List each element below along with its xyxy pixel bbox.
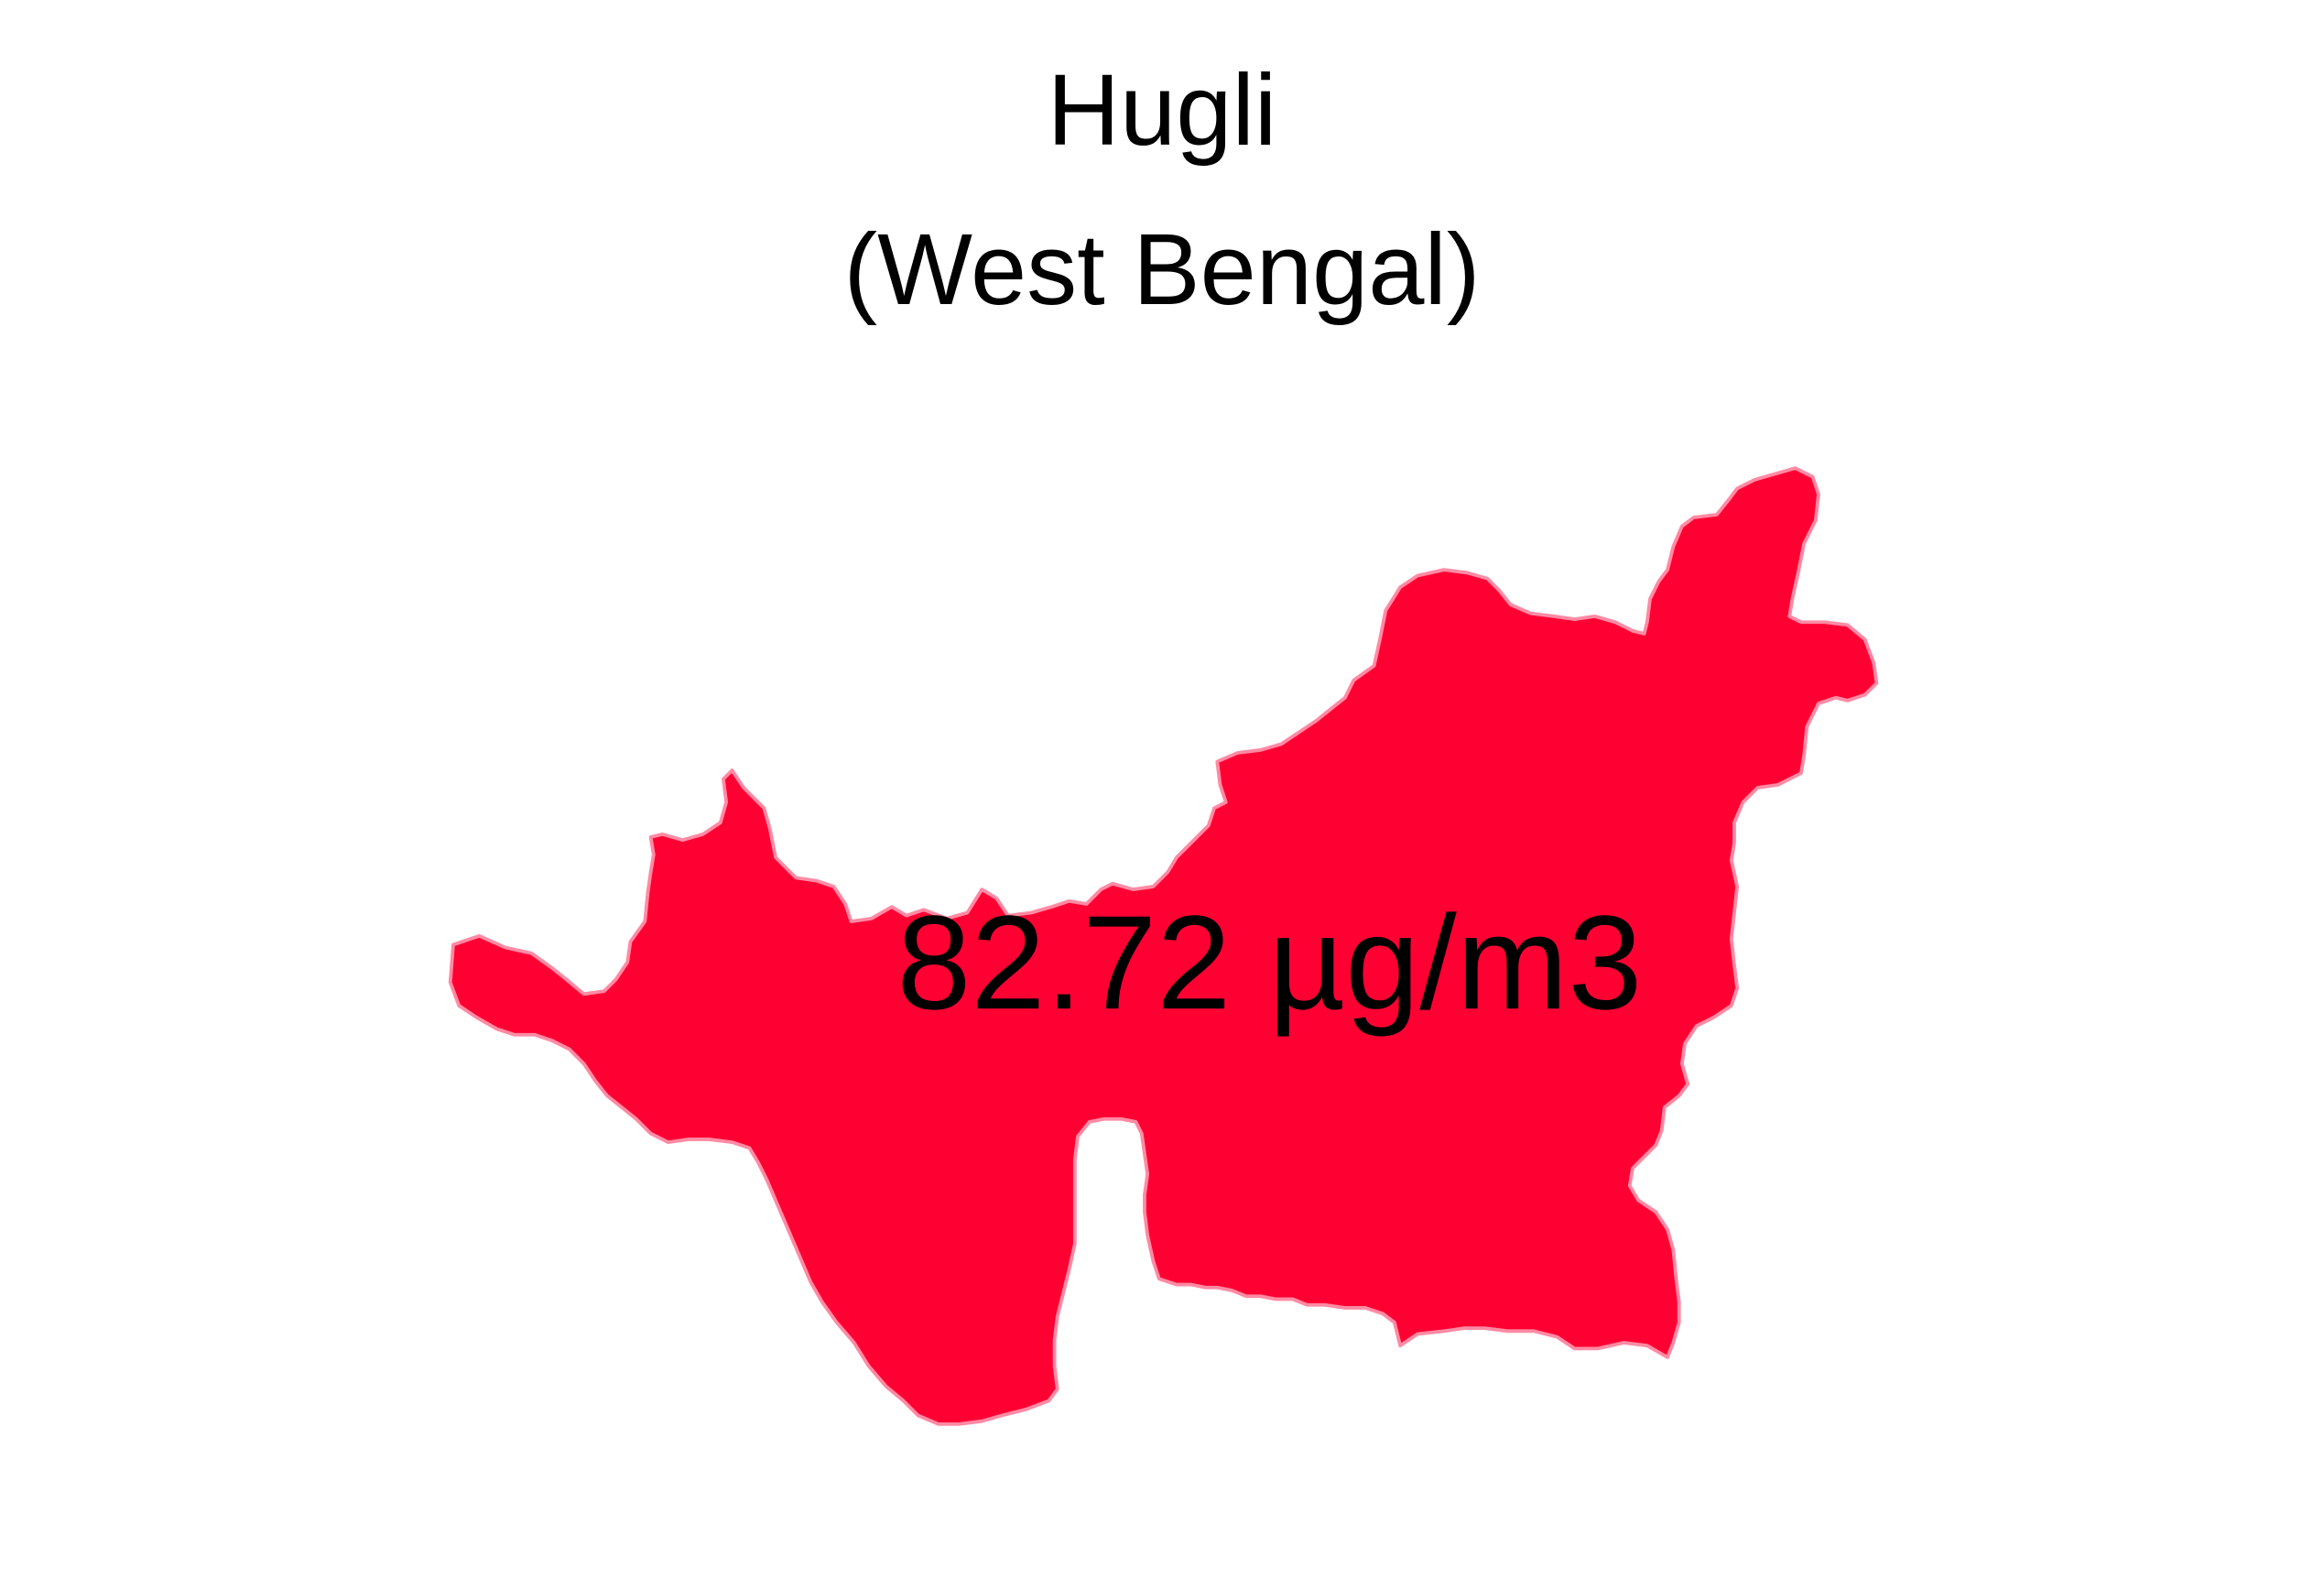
district-value-label: 82.72 µg/m3 (896, 888, 1642, 1037)
district-region-hugli (448, 466, 1879, 1426)
map-title: Hugli (1047, 54, 1277, 167)
map-subtitle: (West Bengal) (843, 213, 1481, 326)
